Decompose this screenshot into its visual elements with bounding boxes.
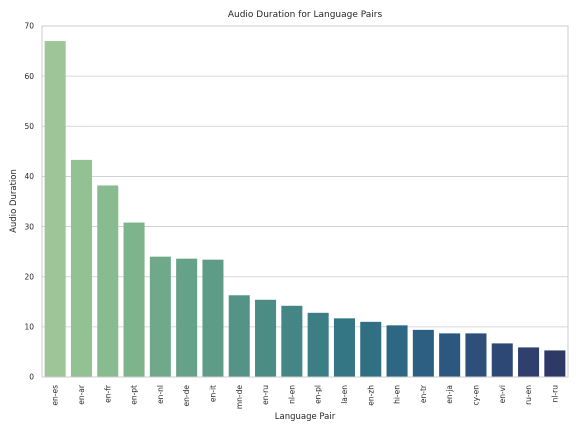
y-tick-label: 30 [24, 222, 34, 231]
x-tick-label: en-it [208, 385, 217, 402]
plot-background [42, 26, 568, 377]
x-tick-label: mn-de [235, 385, 244, 410]
y-tick-label: 70 [24, 22, 34, 31]
x-tick-label: cy-en [471, 385, 480, 406]
x-tick-label: en-ja [445, 385, 454, 404]
x-tick-label: hi-en [393, 385, 402, 404]
x-tick-label: en-pl [314, 385, 323, 404]
y-tick-label: 0 [29, 373, 34, 382]
bar-en-es [44, 41, 66, 378]
bar-nl-ru [544, 350, 566, 377]
bar-la-en [333, 318, 355, 377]
y-tick-label: 60 [24, 72, 34, 81]
x-tick-label: nl-en [287, 385, 296, 404]
bar-en-zh [360, 321, 382, 377]
bar-en-fr [97, 185, 119, 377]
bar-cy-en [465, 333, 487, 377]
plot-area [41, 25, 569, 378]
x-tick-label: en-vi [498, 385, 507, 403]
bar-ru-en [518, 347, 540, 377]
bar-hi-en [386, 325, 408, 377]
x-tick-label: nl-ru [550, 385, 559, 403]
bar-en-vi [491, 343, 513, 377]
bars [44, 41, 566, 378]
y-tick-label: 40 [24, 172, 34, 181]
bar-en-pt [123, 222, 145, 377]
x-tick-label: en-ar [77, 384, 86, 405]
x-tick-label: ru-en [524, 385, 533, 405]
bar-mn-de [228, 295, 250, 377]
x-tick-label: en-zh [366, 385, 375, 406]
x-tick-label: en-tr [419, 384, 428, 403]
x-tick-label: la-en [340, 385, 349, 404]
x-axis-label: Language Pair [275, 412, 336, 422]
chart-title: Audio Duration for Language Pairs [228, 10, 383, 20]
bar-en-ru [255, 299, 277, 377]
x-tick-label: en-nl [156, 385, 165, 404]
x-tick-label: en-ru [261, 385, 270, 405]
y-tick-label: 20 [24, 272, 34, 281]
x-tick-label: en-es [51, 385, 60, 406]
x-axis-ticks: en-es en-ar en-fr en-pt en-nl en-de en-it mn-de… [51, 384, 560, 409]
x-tick-label: en-pt [130, 385, 139, 405]
x-tick-label: en-de [182, 385, 191, 407]
x-tick-label: en-fr [103, 384, 112, 403]
y-axis-label: Audio Duration [9, 169, 19, 233]
bar-en-ar [70, 159, 92, 377]
bar-en-de [176, 258, 198, 377]
bar-nl-en [281, 305, 303, 377]
plot-frame [41, 25, 569, 378]
bar-en-ja [439, 333, 461, 377]
bar-en-pl [307, 312, 329, 377]
y-tick-label: 10 [24, 323, 34, 332]
y-tick-label: 50 [24, 122, 34, 131]
bar-en-it [202, 259, 224, 377]
y-axis-ticks: 0 10 20 30 40 50 60 70 [24, 22, 34, 382]
bar-en-nl [149, 256, 171, 377]
bar-en-tr [412, 329, 434, 377]
